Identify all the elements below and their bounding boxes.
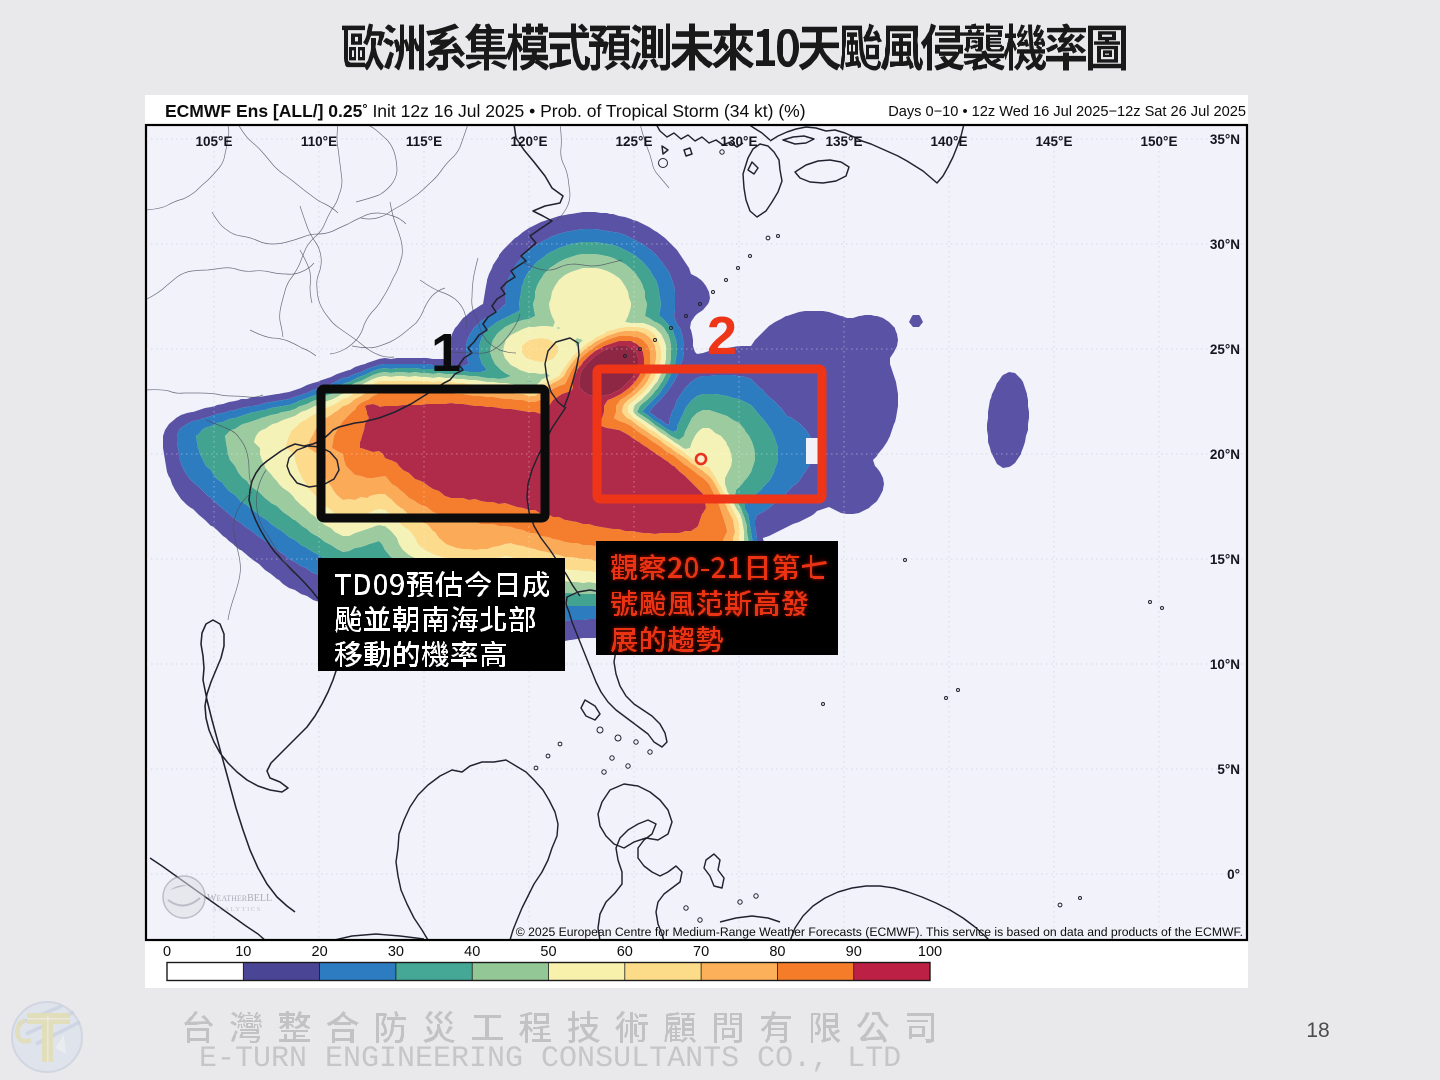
svg-text:1: 1 <box>431 323 461 383</box>
svg-text:WEATHERBELL: WEATHERBELL <box>207 893 272 904</box>
svg-text:80: 80 <box>769 944 785 960</box>
svg-text:0: 0 <box>163 944 171 960</box>
svg-text:0°: 0° <box>1227 867 1240 882</box>
svg-text:70: 70 <box>693 944 709 960</box>
svg-text:20: 20 <box>312 944 328 960</box>
svg-text:90: 90 <box>846 944 862 960</box>
svg-text:ECMWF Ens [ALL/] 0.25° Init 12: ECMWF Ens [ALL/] 0.25° Init 12z 16 Jul 2… <box>165 101 806 121</box>
svg-text:115°E: 115°E <box>406 134 442 149</box>
svg-text:E-TURN ENGINEERING CONSULTANTS: E-TURN ENGINEERING CONSULTANTS CO., LTD <box>199 1042 901 1076</box>
svg-text:145°E: 145°E <box>1036 134 1073 149</box>
svg-text:30°N: 30°N <box>1210 237 1240 252</box>
svg-text:35°N: 35°N <box>1210 132 1240 147</box>
svg-text:100: 100 <box>918 944 942 960</box>
svg-text:50: 50 <box>540 944 556 960</box>
svg-text:ANALYTICS: ANALYTICS <box>212 906 262 913</box>
svg-text:5°N: 5°N <box>1217 762 1240 777</box>
svg-text:60: 60 <box>617 944 633 960</box>
svg-text:105°E: 105°E <box>196 134 233 149</box>
svg-text:125°E: 125°E <box>616 134 653 149</box>
svg-text:40: 40 <box>464 944 480 960</box>
svg-text:15°N: 15°N <box>1210 552 1240 567</box>
svg-text:25°N: 25°N <box>1210 342 1240 357</box>
svg-text:20°N: 20°N <box>1210 447 1240 462</box>
svg-text:110°E: 110°E <box>301 134 337 149</box>
svg-text:140°E: 140°E <box>931 134 968 149</box>
svg-text:120°E: 120°E <box>511 134 548 149</box>
svg-text:150°E: 150°E <box>1141 134 1178 149</box>
svg-text:18: 18 <box>1306 1019 1329 1042</box>
svg-text:© 2025 European Centre for Med: © 2025 European Centre for Medium-Range … <box>516 925 1243 939</box>
svg-text:10: 10 <box>235 944 251 960</box>
svg-text:Days 0−10 • 12z Wed 16 Jul 202: Days 0−10 • 12z Wed 16 Jul 2025−12z Sat … <box>888 104 1246 120</box>
svg-text:2: 2 <box>707 306 737 366</box>
svg-text:30: 30 <box>388 944 404 960</box>
svg-text:135°E: 135°E <box>826 134 863 149</box>
svg-text:10°N: 10°N <box>1210 657 1240 672</box>
svg-text:130°E: 130°E <box>721 134 758 149</box>
